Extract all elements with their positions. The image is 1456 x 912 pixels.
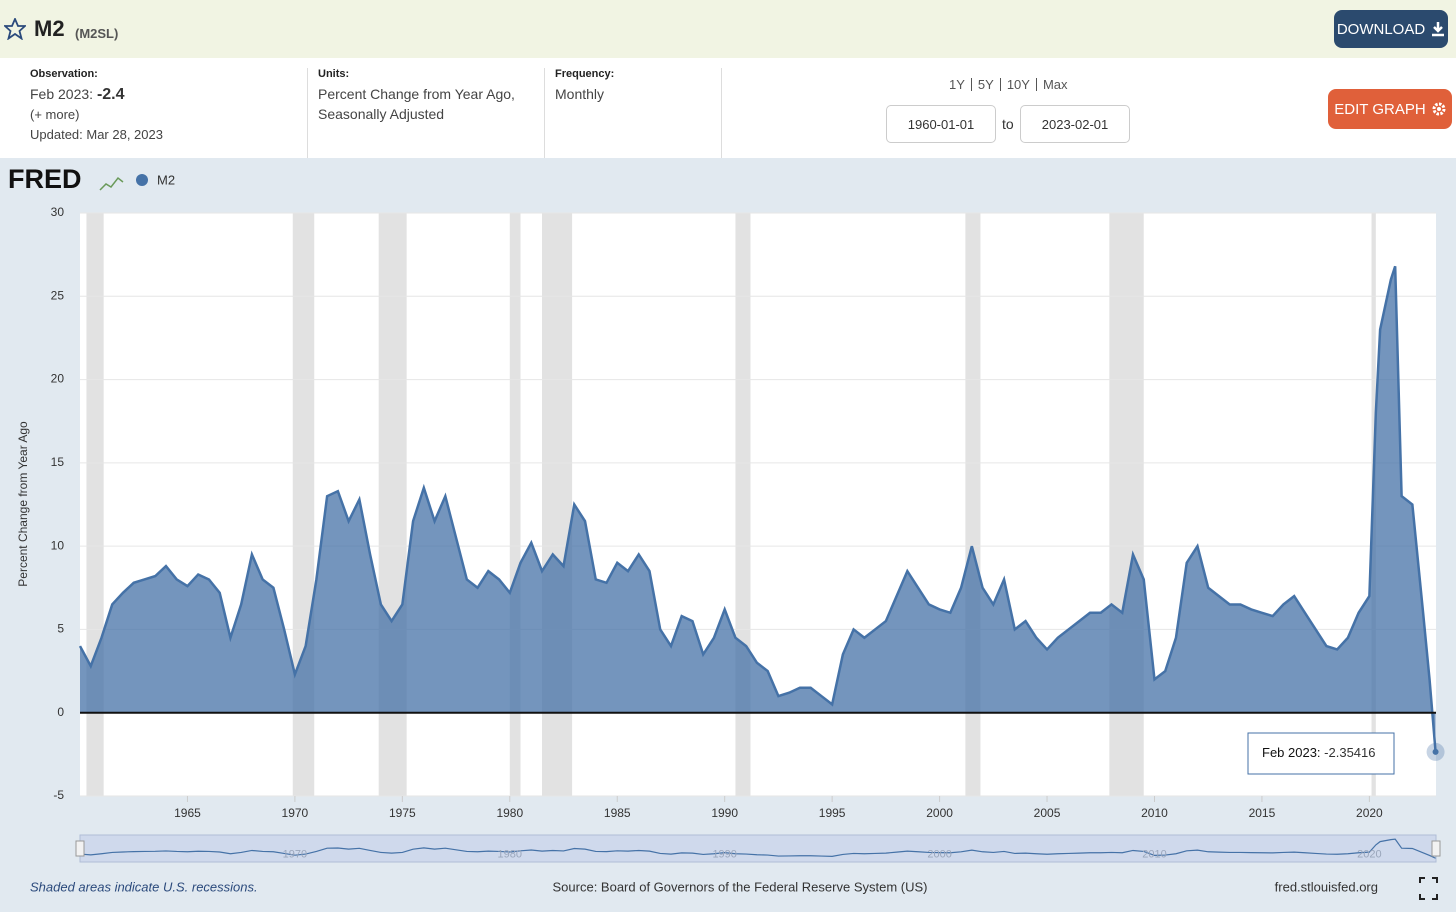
more-link[interactable]: (+ more) bbox=[30, 107, 80, 122]
end-date[interactable]: 2023-02-01 bbox=[1020, 105, 1130, 143]
series-title: M2 bbox=[34, 16, 65, 41]
updated: Updated: Mar 28, 2023 bbox=[30, 127, 163, 142]
x-tick-label: 1990 bbox=[711, 806, 738, 820]
legend-label: M2 bbox=[157, 172, 175, 187]
range-link[interactable]: 10Y bbox=[999, 78, 1036, 91]
range-link[interactable]: 1Y bbox=[949, 77, 965, 92]
navigator-tick-label: 2010 bbox=[1142, 848, 1166, 860]
series-line bbox=[78, 265, 1437, 753]
x-tick-label: 2000 bbox=[926, 806, 953, 820]
x-tick-label: 2020 bbox=[1356, 806, 1383, 820]
legend-marker bbox=[136, 174, 148, 186]
obs-date: Feb 2023: bbox=[30, 86, 94, 102]
units: Units: Percent Change from Year Ago, Sea… bbox=[318, 68, 545, 158]
y-tick-label: 0 bbox=[57, 705, 64, 719]
y-tick-label: 10 bbox=[51, 538, 65, 552]
tooltip-value: -2.35416 bbox=[1324, 745, 1375, 760]
fullscreen-icon[interactable] bbox=[1419, 877, 1438, 900]
download-text: DOWNLOAD bbox=[1336, 20, 1426, 38]
info-bar: Observation: Feb 2023: -2.4 (+ more) Upd… bbox=[0, 58, 1456, 158]
x-tick-label: 1980 bbox=[496, 806, 523, 820]
gear-icon bbox=[1432, 102, 1446, 116]
source: Source: Board of Governors of the Federa… bbox=[553, 879, 928, 894]
y-tick-label: 20 bbox=[51, 372, 65, 386]
x-tick-label: 1975 bbox=[389, 806, 416, 820]
label: Units: bbox=[318, 68, 350, 80]
navigator-tick-label: 1980 bbox=[498, 848, 522, 860]
label: Observation: bbox=[30, 68, 98, 80]
y-tick-label: 15 bbox=[51, 455, 65, 469]
fred-logo: FRED bbox=[8, 164, 82, 194]
navigator-tick-label: 2020 bbox=[1357, 848, 1381, 860]
tooltip-label: Feb 2023: bbox=[1262, 745, 1321, 760]
tooltip-text: Feb 2023: -2.35416 bbox=[1262, 745, 1376, 760]
observation: Observation: Feb 2023: -2.4 (+ more) Upd… bbox=[30, 68, 308, 158]
download-icon bbox=[1432, 22, 1445, 37]
y-tick-label: 25 bbox=[51, 288, 65, 302]
series-id: (M2SL) bbox=[75, 26, 119, 41]
edit-text: EDIT GRAPH bbox=[1334, 100, 1426, 118]
star-icon[interactable] bbox=[4, 18, 26, 40]
navigator-tick-label: 2000 bbox=[927, 848, 951, 860]
logo-icon bbox=[99, 176, 124, 191]
x-tick-label: 1970 bbox=[282, 806, 309, 820]
to-label: to bbox=[1002, 116, 1014, 132]
frequency-text: Monthly bbox=[555, 86, 605, 102]
navigator-tick-label: 1970 bbox=[283, 848, 307, 860]
frequency: Frequency: Monthly bbox=[555, 68, 722, 158]
range-link[interactable]: Max bbox=[1035, 78, 1074, 91]
x-tick-label: 1985 bbox=[604, 806, 631, 820]
y-tick-label: 30 bbox=[51, 205, 65, 219]
obs-value: -2.4 bbox=[96, 86, 125, 103]
start-date[interactable]: 1960-01-01 bbox=[886, 105, 996, 143]
y-tick-label: -5 bbox=[53, 788, 64, 802]
x-tick-label: 1995 bbox=[819, 806, 846, 820]
x-tick-label: 1965 bbox=[174, 806, 201, 820]
area-fill bbox=[80, 266, 1436, 752]
site: fred.stlouisfed.org bbox=[1275, 879, 1378, 894]
download-button[interactable]: DOWNLOAD bbox=[1334, 10, 1448, 48]
units-text: Percent Change from Year Ago, Seasonally… bbox=[318, 86, 515, 122]
x-tick-label: 2015 bbox=[1249, 806, 1276, 820]
range-link[interactable]: 5Y bbox=[970, 78, 1000, 91]
x-tick-label: 2005 bbox=[1034, 806, 1061, 820]
edit-graph-button[interactable]: EDIT GRAPH bbox=[1328, 89, 1452, 129]
y-tick-label: 5 bbox=[57, 622, 64, 636]
chart: FRED Percent Change from Year Ago Shaded… bbox=[8, 164, 1445, 900]
range-links: 1Y 5Y 10Y Max bbox=[943, 78, 1074, 91]
tooltip-box bbox=[1247, 732, 1395, 775]
recession-band bbox=[509, 213, 521, 796]
navigator-line bbox=[79, 838, 1436, 859]
recession-note: Shaded areas indicate U.S. recessions. bbox=[30, 879, 258, 894]
navigator-handle[interactable] bbox=[1431, 840, 1441, 857]
top-bar: M2 (M2SL) DOWNLOAD bbox=[0, 0, 1456, 58]
x-tick-label: 2010 bbox=[1141, 806, 1168, 820]
navigator-handle[interactable] bbox=[75, 840, 85, 857]
y-axis-label: Percent Change from Year Ago bbox=[16, 421, 30, 587]
navigator bbox=[79, 834, 1437, 863]
navigator-tick-label: 1990 bbox=[712, 848, 736, 860]
hover-point-core bbox=[1432, 748, 1439, 755]
label: Frequency: bbox=[555, 68, 615, 80]
